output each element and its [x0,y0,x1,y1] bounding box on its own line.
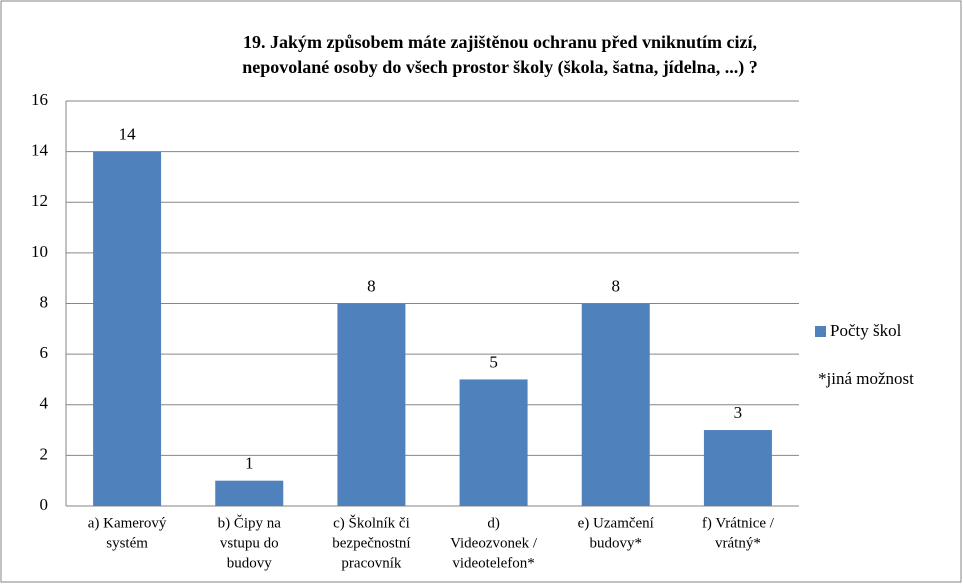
x-tick-label: Videozvonek / [450,535,538,551]
bar [459,379,528,506]
bar [337,303,406,506]
x-tick-label: vstupu do [220,535,279,551]
chart-title: 19. Jakým způsobem máte zajištěnou ochra… [243,32,757,52]
y-tick-label: 2 [40,444,49,463]
y-tick-label: 8 [40,292,49,311]
x-tick-label: d) [487,515,500,531]
x-tick-label: systém [106,535,148,551]
data-label: 8 [612,276,621,295]
y-tick-label: 16 [31,90,48,109]
x-tick-label: f) Vrátnice / [702,515,775,531]
data-label: 14 [119,125,137,144]
bar [703,430,772,506]
y-tick-label: 4 [40,394,49,413]
x-tick-label: b) Čipy na [218,514,282,531]
x-tick-label: c) Školník či [333,514,410,531]
y-tick-label: 0 [40,495,49,514]
bar [581,303,650,506]
x-tick-label: vrátný* [715,535,761,551]
y-tick-label: 10 [31,242,48,261]
y-tick-label: 12 [31,191,48,210]
data-label: 3 [734,403,743,422]
x-tick-label: a) Kamerový [88,515,167,531]
data-label: 1 [245,454,254,473]
bar [215,480,284,506]
x-tick-label: budovy* [590,535,643,551]
y-tick-label: 14 [31,141,49,160]
annotation: *jiná možnost [818,369,914,388]
x-tick-label: bezpečnostní [332,535,410,551]
data-label: 5 [489,352,498,371]
x-tick-label: videotelefon* [452,555,534,571]
bar [93,151,162,506]
x-tick-label: budovy [227,555,273,571]
legend-swatch [815,326,826,337]
y-tick-label: 6 [40,343,49,362]
legend-label: Počty škol [830,321,902,340]
data-label: 8 [367,276,376,295]
x-tick-label: pracovník [341,555,401,571]
x-tick-label: e) Uzamčení [578,515,654,531]
chart-title: nepovolané osoby do všech prostor školy … [242,57,757,78]
